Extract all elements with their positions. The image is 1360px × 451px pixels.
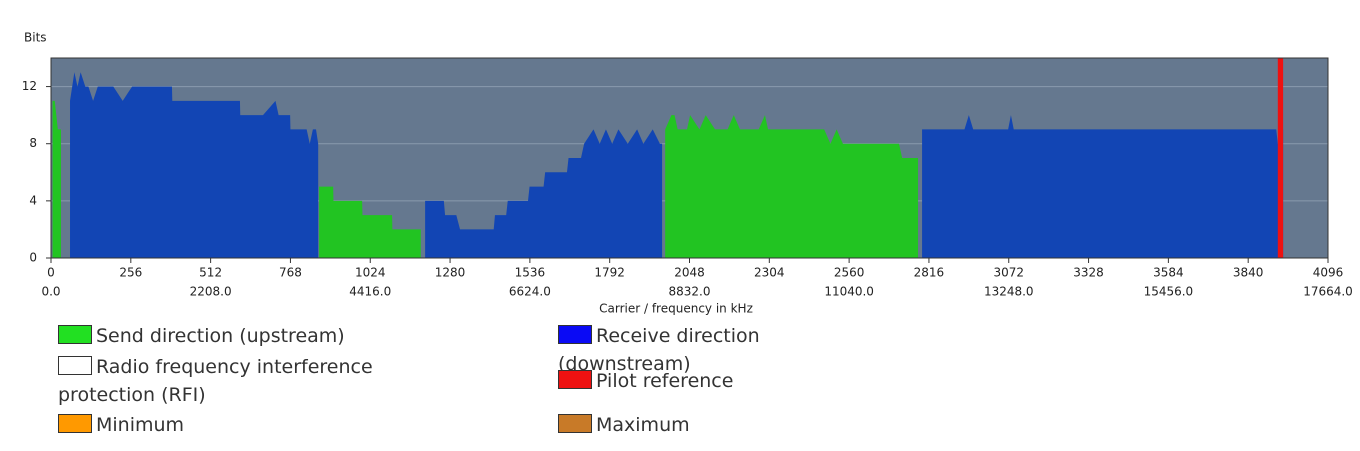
legend-item: Send direction (upstream) bbox=[58, 322, 388, 350]
legend-item: Pilot reference bbox=[558, 367, 888, 395]
x-tick-label: 3584 bbox=[1153, 266, 1184, 280]
legend-swatch bbox=[558, 370, 592, 389]
frequency-tick-label: 11040.0 bbox=[824, 285, 874, 299]
frequency-tick-label: 4416.0 bbox=[349, 285, 391, 299]
legend-swatch bbox=[58, 325, 92, 344]
frequency-tick-label: 13248.0 bbox=[984, 285, 1034, 299]
x-tick-label: 3840 bbox=[1233, 266, 1264, 280]
x-tick-label: 1024 bbox=[355, 266, 386, 280]
y-tick-label: 12 bbox=[22, 79, 37, 93]
x-tick-label: 768 bbox=[279, 266, 302, 280]
x-tick-label: 3072 bbox=[993, 266, 1024, 280]
y-tick-label: 4 bbox=[29, 193, 37, 207]
bit-area bbox=[70, 72, 1284, 259]
frequency-tick-label: 8832.0 bbox=[669, 285, 711, 299]
x-tick-label: 1280 bbox=[435, 266, 466, 280]
legend-label: Minimum bbox=[96, 414, 185, 436]
frequency-tick-label: 6624.0 bbox=[509, 285, 551, 299]
x-axis-title: Carrier / frequency in kHz bbox=[599, 302, 753, 316]
x-tick-label: 1792 bbox=[594, 266, 625, 280]
x-tick-label: 2560 bbox=[834, 266, 865, 280]
x-tick-label: 4096 bbox=[1313, 266, 1344, 280]
legend-label: Receive direction (downstream) bbox=[558, 325, 760, 375]
x-tick-label: 2048 bbox=[674, 266, 705, 280]
legend-label: Maximum bbox=[596, 414, 690, 436]
chart: Bits Carrier / frequency in kHz 0 4 8 12 0 25… bbox=[22, 31, 1353, 316]
x-tick-label: 1536 bbox=[515, 266, 546, 280]
legend-item: Minimum bbox=[58, 411, 388, 439]
y-axis-title: Bits bbox=[24, 31, 47, 45]
legend-swatch bbox=[58, 414, 92, 433]
legend-item: Maximum bbox=[558, 411, 888, 439]
legend-item: Receive direction (downstream) bbox=[558, 322, 888, 378]
x-tick-label: 0 bbox=[47, 266, 55, 280]
x-tick-label: 2816 bbox=[914, 266, 945, 280]
bit-area bbox=[52, 100, 919, 258]
legend-item: Radio frequency interference protection … bbox=[58, 353, 388, 409]
legend-label: Send direction (upstream) bbox=[96, 325, 345, 347]
legend-swatch bbox=[58, 356, 92, 375]
legend-label: Pilot reference bbox=[596, 370, 734, 392]
x-tick-label: 256 bbox=[119, 266, 142, 280]
x-tick-label: 512 bbox=[199, 266, 222, 280]
legend-swatch bbox=[558, 414, 592, 433]
frequency-tick-label: 17664.0 bbox=[1303, 285, 1353, 299]
y-tick-label: 0 bbox=[29, 251, 37, 265]
frequency-tick-label: 0.0 bbox=[41, 285, 60, 299]
x-tick-label: 3328 bbox=[1073, 266, 1104, 280]
legend-label: Radio frequency interference protection … bbox=[58, 356, 373, 406]
bit-area bbox=[1277, 58, 1284, 258]
y-tick-label: 8 bbox=[29, 136, 37, 150]
x-tick-label: 2304 bbox=[754, 266, 785, 280]
frequency-tick-label: 2208.0 bbox=[190, 285, 232, 299]
frequency-tick-label: 15456.0 bbox=[1144, 285, 1194, 299]
legend-swatch bbox=[558, 325, 592, 344]
